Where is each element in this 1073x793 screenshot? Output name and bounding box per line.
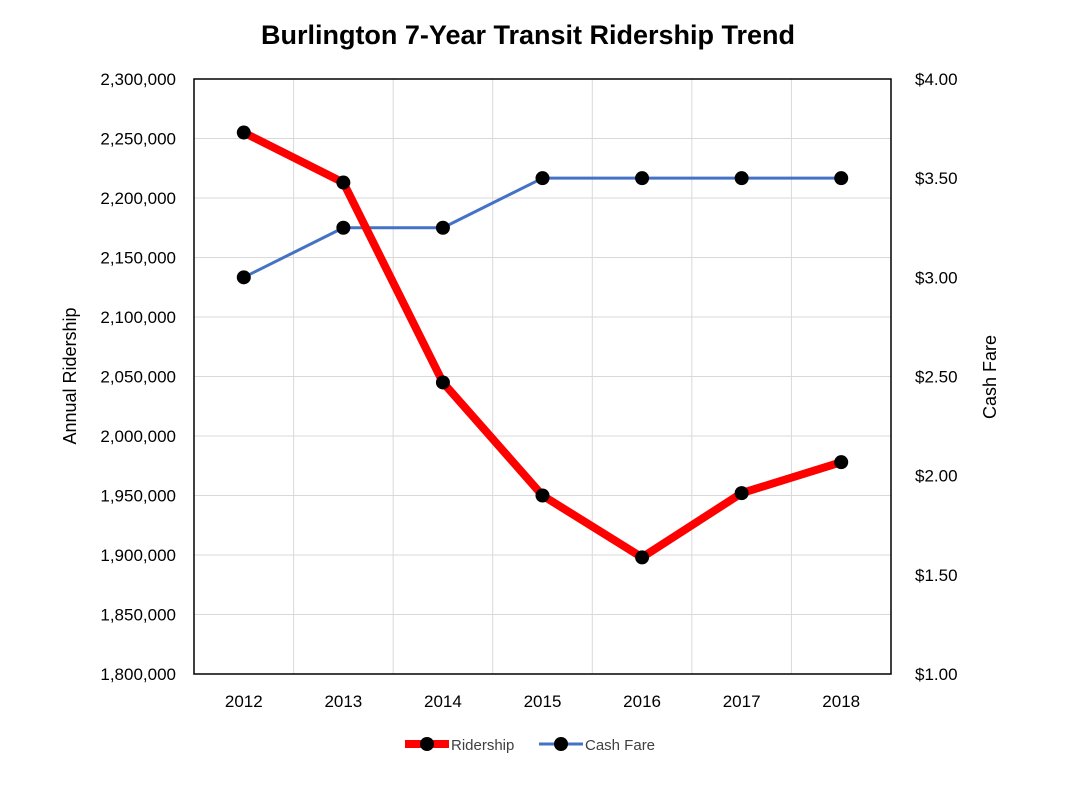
y-axis-label-right: Cash Fare — [980, 335, 1000, 419]
x-tick-label: 2014 — [424, 692, 462, 711]
x-tick-label: 2013 — [324, 692, 362, 711]
legend-swatch-marker — [554, 737, 568, 751]
right-tick-label: $1.00 — [915, 665, 958, 684]
legend: Ridership Cash Fare — [405, 737, 655, 754]
x-tick-label: 2017 — [723, 692, 761, 711]
legend-swatch-marker — [420, 737, 434, 751]
data-point-ridership — [435, 375, 450, 390]
x-tick-label: 2012 — [225, 692, 263, 711]
y-axis-label-left: Annual Ridership — [60, 307, 80, 444]
data-point-cash-fare — [734, 171, 749, 186]
left-tick-label: 2,250,000 — [100, 130, 176, 149]
left-tick-label: 1,850,000 — [100, 606, 176, 625]
data-point-ridership — [535, 488, 550, 503]
data-point-ridership — [734, 486, 749, 501]
data-point-ridership — [236, 125, 251, 140]
tick-labels: 1,800,000 1,850,000 1,900,000 1,950,000 2,00… — [100, 70, 957, 711]
x-tick-label: 2015 — [524, 692, 562, 711]
right-tick-label: $2.50 — [915, 368, 958, 387]
right-tick-label: $3.50 — [915, 169, 958, 188]
right-tick-label: $4.00 — [915, 70, 958, 89]
data-point-ridership — [834, 455, 849, 470]
right-tick-label: $1.50 — [915, 566, 958, 585]
x-tick-label: 2018 — [822, 692, 860, 711]
left-tick-label: 2,150,000 — [100, 249, 176, 268]
data-point-ridership — [635, 550, 650, 565]
data-point-cash-fare — [635, 171, 650, 186]
data-point-cash-fare — [336, 220, 351, 235]
chart-title: Burlington 7-Year Transit Ridership Tren… — [261, 20, 795, 50]
left-tick-label: 2,300,000 — [100, 70, 176, 89]
legend-label: Ridership — [451, 737, 514, 754]
legend-label: Cash Fare — [585, 737, 655, 754]
plot-area-frame — [193, 78, 892, 675]
data-point-cash-fare — [535, 171, 550, 186]
x-tick-label: 2016 — [623, 692, 661, 711]
data-point-cash-fare — [834, 171, 849, 186]
left-tick-label: 2,000,000 — [100, 427, 176, 446]
left-tick-label: 1,950,000 — [100, 487, 176, 506]
left-tick-label: 2,200,000 — [100, 189, 176, 208]
data-point-cash-fare — [236, 270, 251, 285]
right-tick-label: $3.00 — [915, 268, 958, 287]
left-tick-label: 2,100,000 — [100, 308, 176, 327]
data-point-cash-fare — [435, 220, 450, 235]
left-tick-label: 1,800,000 — [100, 665, 176, 684]
left-tick-label: 2,050,000 — [100, 368, 176, 387]
data-markers — [236, 125, 849, 565]
axes — [193, 78, 892, 675]
right-tick-label: $2.00 — [915, 467, 958, 486]
left-tick-label: 1,900,000 — [100, 546, 176, 565]
data-point-ridership — [336, 175, 351, 190]
